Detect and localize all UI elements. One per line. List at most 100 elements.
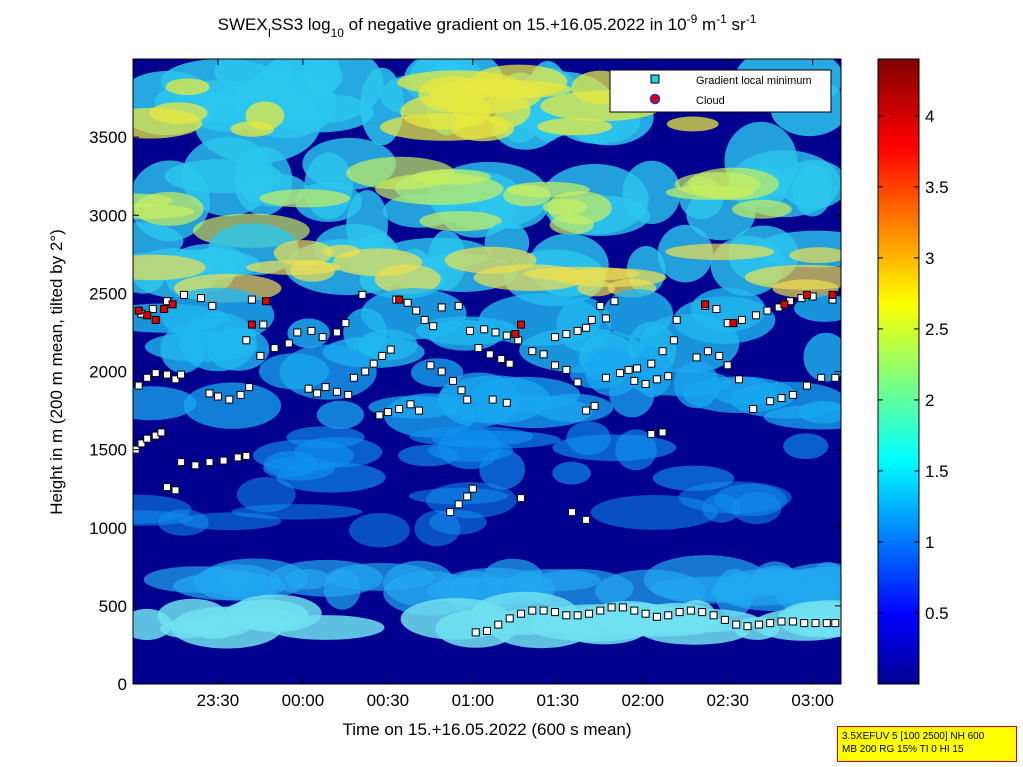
gradient-minimum-marker	[703, 347, 712, 356]
gradient-minimum-marker	[568, 508, 576, 517]
gradient-minimum-marker	[675, 608, 684, 617]
gradient-minimum-marker	[502, 331, 511, 340]
gradient-minimum-marker	[454, 301, 463, 310]
gradient-minimum-marker	[420, 315, 429, 324]
cloud-marker	[803, 290, 811, 299]
gradient-minimum-marker	[610, 297, 619, 306]
gradient-minimum-marker	[233, 453, 242, 462]
legend-gradient-marker	[650, 74, 660, 84]
heat-blob	[316, 400, 364, 430]
heat-blob	[408, 487, 509, 505]
gradient-minimum-marker	[163, 483, 171, 492]
heat-blob	[622, 160, 681, 224]
heat-blob	[427, 439, 514, 462]
gradient-minimum-marker	[406, 400, 415, 409]
gradient-minimum-marker	[502, 398, 511, 407]
gradient-minimum-marker	[528, 347, 537, 356]
legend-cloud-label: Cloud	[696, 95, 725, 107]
heat-blob	[537, 117, 613, 136]
gradient-minimum-marker	[517, 609, 525, 618]
gradient-minimum-marker	[630, 606, 639, 615]
heat-blob	[375, 173, 504, 205]
gradient-minimum-marker	[349, 373, 358, 382]
gradient-minimum-marker	[528, 606, 537, 615]
y-tick-label: 500	[99, 597, 127, 616]
heat-blob	[133, 204, 195, 219]
gradient-minimum-marker	[259, 320, 268, 329]
gradient-minimum-marker	[256, 351, 265, 360]
gradient-minimum-marker	[449, 376, 457, 385]
gradient-minimum-marker	[664, 611, 673, 620]
gradient-minimum-marker	[618, 603, 627, 612]
gradient-minimum-marker	[596, 301, 605, 310]
x-tick-label: 01:00	[452, 691, 495, 710]
x-tick-label: 02:30	[706, 691, 749, 710]
heat-blob	[419, 211, 502, 232]
gradient-minimum-marker	[177, 370, 186, 379]
gradient-minimum-marker	[743, 622, 752, 631]
colorbar-tick-label: 3.5	[925, 178, 949, 197]
gradient-minimum-marker	[573, 611, 582, 620]
gradient-minimum-marker	[341, 319, 350, 328]
gradient-minimum-marker	[225, 395, 234, 404]
heat-blob	[676, 600, 717, 635]
y-tick-label: 3000	[89, 206, 127, 225]
gradient-minimum-marker	[715, 351, 724, 360]
heat-blob	[799, 400, 841, 424]
cloud-marker	[160, 305, 169, 313]
gradient-minimum-marker	[624, 365, 633, 374]
gradient-minimum-marker	[590, 401, 599, 410]
gradient-minimum-marker	[596, 606, 605, 615]
gradient-minimum-marker	[587, 315, 596, 324]
heat-blob	[473, 264, 588, 291]
gradient-minimum-marker	[672, 315, 681, 324]
gradient-minimum-marker	[698, 608, 707, 617]
gradient-minimum-marker	[332, 328, 341, 337]
gradient-minimum-marker	[134, 381, 143, 390]
heat-blob	[149, 102, 208, 124]
gradient-minimum-marker	[284, 339, 293, 348]
y-axis-label: Height in m (200 m mean, tilted by 2°)	[47, 229, 66, 515]
heat-blob	[349, 513, 410, 548]
legend-gradient-label: Gradient local minimum	[696, 75, 812, 87]
heat-blob	[534, 393, 614, 423]
gradient-minimum-marker	[641, 609, 650, 618]
heat-blob	[712, 568, 839, 612]
gradient-minimum-marker	[803, 381, 811, 390]
gradient-minimum-marker	[437, 303, 446, 312]
gradient-minimum-marker	[412, 306, 421, 315]
heat-blob	[666, 116, 719, 132]
colorbar-tick-label: 0.5	[925, 604, 949, 623]
heat-blob	[332, 248, 423, 277]
gradient-minimum-marker	[332, 387, 341, 396]
cloud-marker	[511, 330, 520, 338]
gradient-minimum-marker	[737, 315, 746, 324]
heat-blob	[303, 59, 341, 98]
heat-blob	[133, 510, 193, 526]
gradient-minimum-marker	[488, 395, 497, 404]
gradient-minimum-marker	[457, 386, 466, 395]
chart-title: SWEXISS3 log10 of negative gradient on 1…	[218, 12, 757, 40]
gradient-minimum-marker	[766, 619, 775, 628]
cloud-marker	[262, 297, 271, 306]
legend-cloud-marker	[649, 93, 661, 105]
cloud-marker	[247, 320, 256, 329]
y-axis: 0 500 1000 1500 2000 2500 3000 3500	[89, 128, 841, 694]
gradient-minimum-marker	[386, 345, 395, 354]
gradient-minimum-marker	[647, 359, 656, 368]
gradient-minimum-marker	[692, 353, 701, 362]
gradient-minimum-marker	[822, 619, 831, 628]
gradient-minimum-marker	[658, 347, 667, 356]
gradient-minimum-marker	[446, 508, 455, 517]
cloud-marker	[729, 319, 738, 328]
gradient-minimum-marker	[485, 350, 494, 359]
cloud-marker	[143, 311, 152, 320]
gradient-minimum-marker	[811, 619, 820, 628]
heat-blob	[688, 167, 779, 201]
heat-blob	[236, 477, 296, 513]
gradient-minimum-marker	[735, 375, 743, 384]
gradient-minimum-marker	[551, 608, 559, 617]
heat-blob	[678, 481, 792, 514]
gradient-minimum-marker	[720, 615, 729, 624]
